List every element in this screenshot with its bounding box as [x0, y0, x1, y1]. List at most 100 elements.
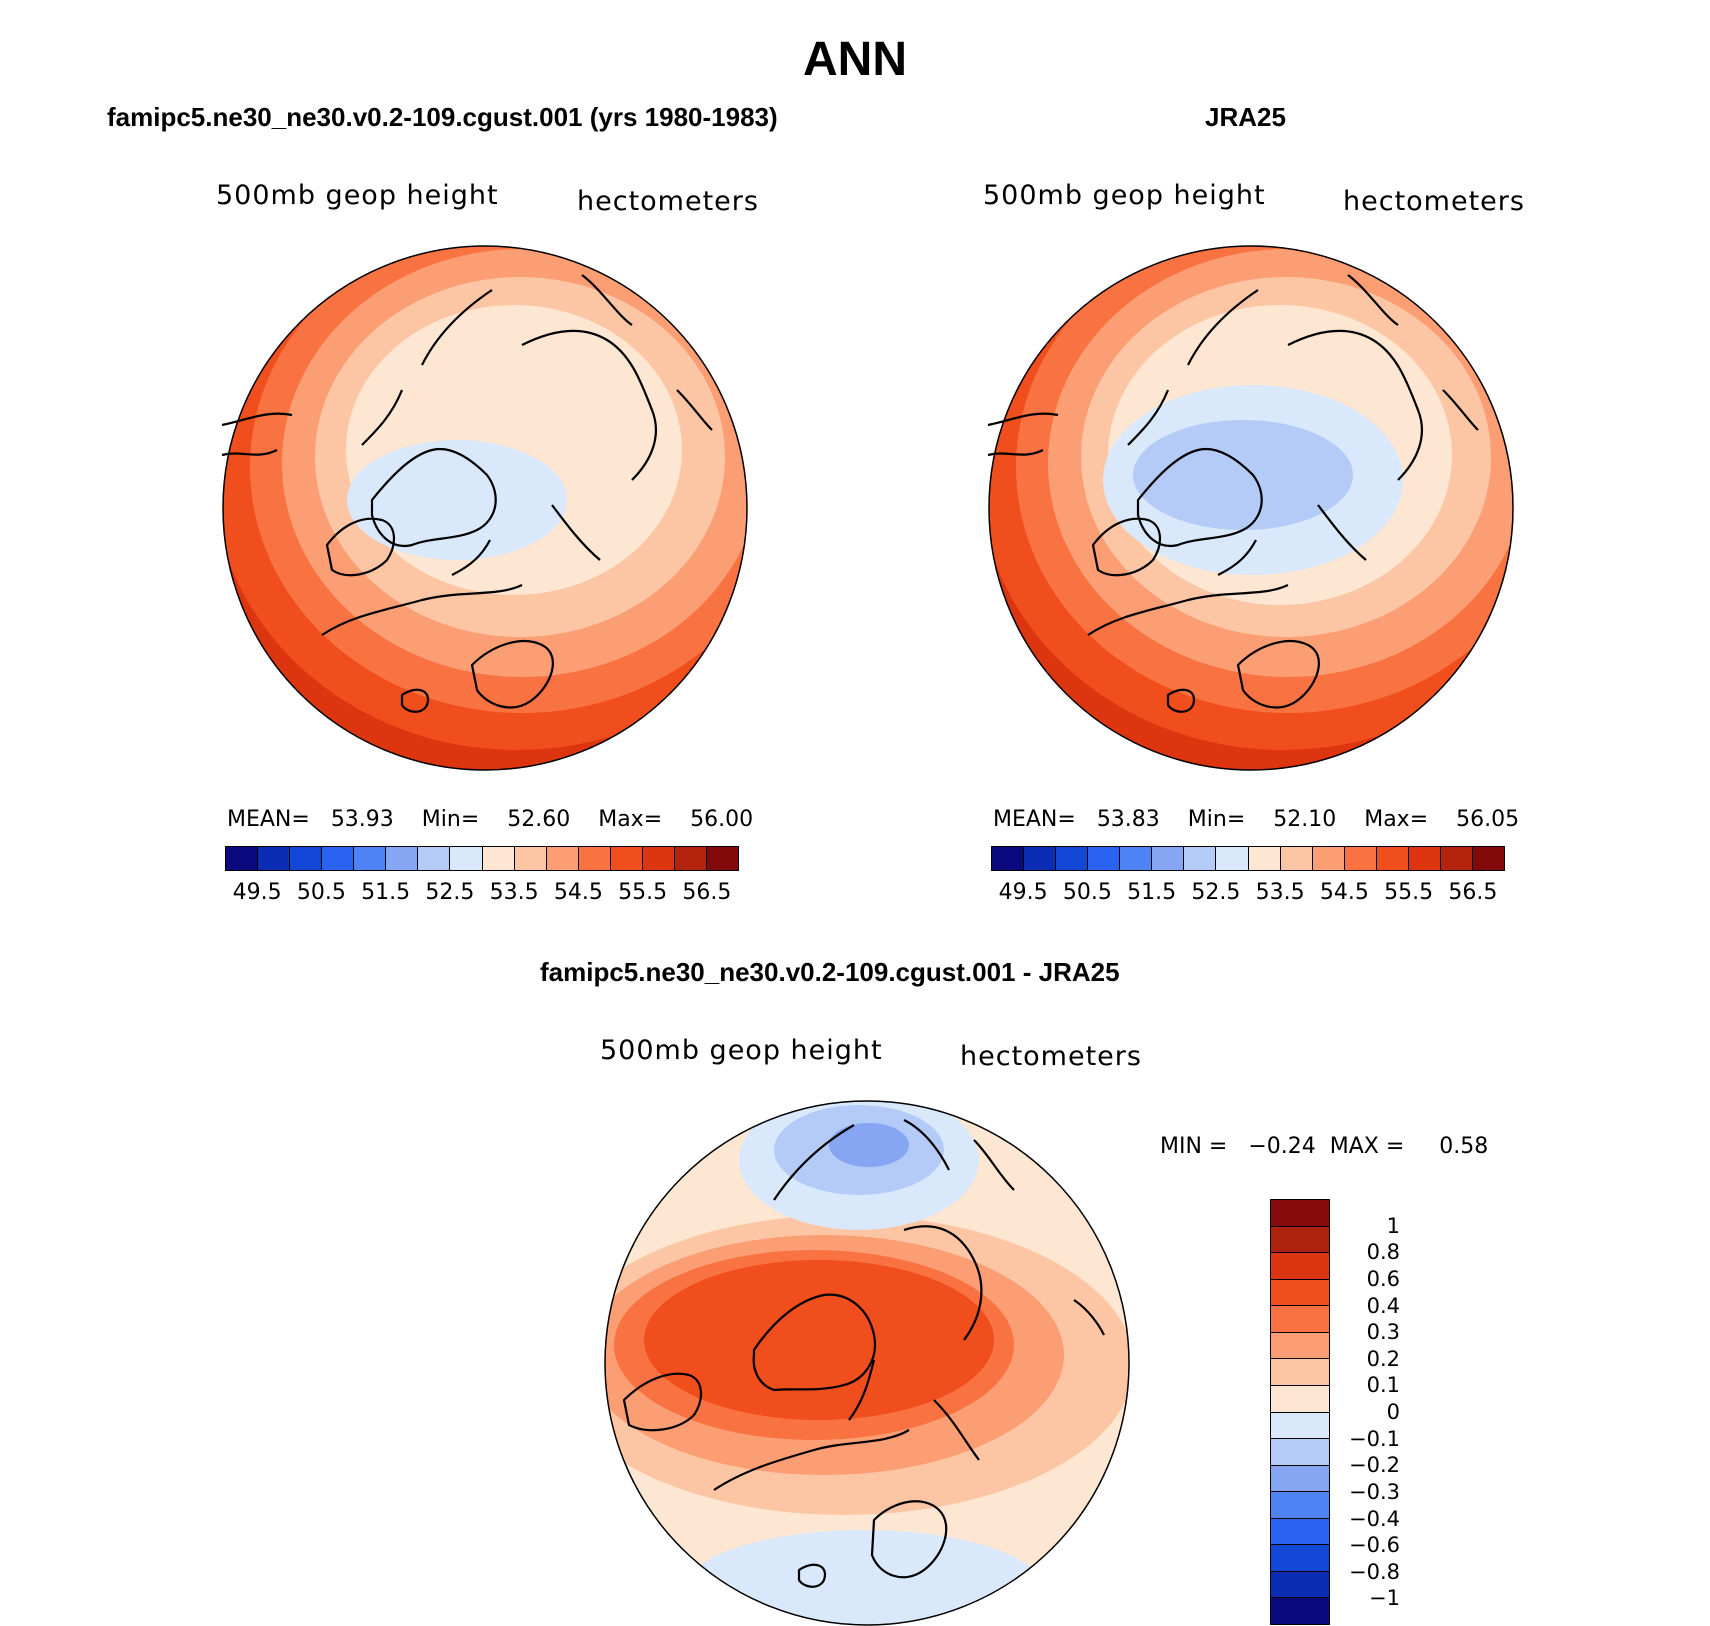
- panel-3-units: hectometers: [960, 1041, 1142, 1072]
- colorbar-tick-label: 56.5: [1448, 880, 1498, 905]
- colorbar-swatch: [1271, 1465, 1329, 1493]
- colorbar-swatch: [1271, 1279, 1329, 1307]
- colorbar-swatch: [1440, 847, 1473, 870]
- colorbar-tick-label: 56.5: [682, 880, 732, 905]
- panel-2-stats: MEAN= 53.83 Min= 52.10 Max= 56.05: [993, 807, 1519, 832]
- colorbar-tick-label: 54.5: [1319, 880, 1369, 905]
- colorbar-tick-label: 0: [1386, 1400, 1400, 1424]
- panel-1-max-value: 56.00: [690, 807, 754, 832]
- colorbar-tick-label: 53.5: [489, 880, 539, 905]
- panel-1-variable: 500mb geop height: [216, 180, 499, 211]
- panel-3-colorbar: [1270, 1199, 1330, 1625]
- colorbar-swatch: [1271, 1200, 1329, 1227]
- panel-3-title: famipc5.ne30_ne30.v0.2-109.cgust.001 - J…: [540, 957, 1120, 987]
- colorbar-swatch: [546, 847, 579, 870]
- panel-2-colorbar: [991, 846, 1505, 871]
- colorbar-tick-label: −1: [1369, 1586, 1400, 1611]
- main-title: ANN: [803, 33, 907, 86]
- colorbar-swatch: [258, 847, 291, 870]
- colorbar-swatch: [1376, 847, 1409, 870]
- colorbar-swatch: [1120, 847, 1153, 870]
- panel-3-colorbar-labels: 1 0.8 0.6 0.4 0.3 0.2 0.1 0 −0.1 −0.2 −0.3 −0.4 −0.6…: [1340, 1199, 1400, 1625]
- panel-2-units: hectometers: [1343, 186, 1525, 217]
- colorbar-swatch: [1271, 1598, 1329, 1624]
- colorbar-swatch: [1280, 847, 1313, 870]
- colorbar-swatch: [290, 847, 323, 870]
- colorbar-tick-label: 0.4: [1366, 1293, 1400, 1318]
- colorbar-swatch: [1271, 1518, 1329, 1546]
- panel-2-mean-label: MEAN=: [993, 807, 1076, 832]
- colorbar-tick-label: 0.1: [1366, 1373, 1400, 1398]
- colorbar-tick-label: −0.1: [1349, 1426, 1400, 1451]
- colorbar-tick-label: 1: [1386, 1213, 1400, 1238]
- panel-1-mean-value: 53.93: [330, 807, 394, 832]
- panel-2-polar-map: [987, 245, 1514, 771]
- panel-2-min-label: Min=: [1187, 807, 1246, 832]
- colorbar-swatch: [992, 847, 1025, 870]
- colorbar-tick-label: 49.5: [232, 880, 282, 905]
- panel-3-max-value: 0.58: [1439, 1134, 1489, 1159]
- panel-2-max-label: Max=: [1364, 807, 1429, 832]
- colorbar-tick-label: −0.4: [1349, 1506, 1400, 1531]
- colorbar-swatch: [1472, 847, 1504, 870]
- colorbar-tick-label: 49.5: [998, 880, 1048, 905]
- colorbar-tick-label: 52.5: [425, 880, 475, 905]
- colorbar-tick-label: 51.5: [361, 880, 411, 905]
- colorbar-swatch: [450, 847, 483, 870]
- colorbar-swatch: [1312, 847, 1345, 870]
- colorbar-swatch: [1271, 1226, 1329, 1254]
- colorbar-tick-label: 51.5: [1127, 880, 1177, 905]
- colorbar-swatch: [386, 847, 419, 870]
- colorbar-tick-label: −0.8: [1349, 1559, 1400, 1584]
- colorbar-tick-label: 52.5: [1191, 880, 1241, 905]
- panel-3-max-label: MAX =: [1329, 1134, 1405, 1159]
- panel-1-colorbar-labels: 49.5 50.5 51.5 52.5 53.5 54.5 55.5 56.5: [225, 880, 739, 910]
- colorbar-tick-label: 0.8: [1366, 1240, 1400, 1265]
- colorbar-swatch: [1271, 1545, 1329, 1572]
- panel-2-variable: 500mb geop height: [983, 180, 1266, 211]
- panel-1-max-label: Max=: [598, 807, 663, 832]
- panel-1-polar-map: [221, 245, 748, 771]
- colorbar-swatch: [418, 847, 451, 870]
- panel-3-stats: MIN = −0.24 MAX = 0.58: [1160, 1134, 1488, 1159]
- colorbar-swatch: [482, 847, 515, 870]
- panel-3-polar-map: [604, 1100, 1130, 1626]
- colorbar-swatch: [706, 847, 738, 870]
- colorbar-tick-label: 50.5: [296, 880, 346, 905]
- panel-3-variable: 500mb geop height: [600, 1035, 883, 1066]
- colorbar-swatch: [514, 847, 547, 870]
- colorbar-swatch: [1271, 1571, 1329, 1599]
- colorbar-swatch: [1024, 847, 1057, 870]
- colorbar-swatch: [1271, 1439, 1329, 1466]
- colorbar-swatch: [1344, 847, 1377, 870]
- colorbar-swatch: [1271, 1332, 1329, 1360]
- colorbar-swatch: [1271, 1492, 1329, 1519]
- colorbar-swatch: [1056, 847, 1089, 870]
- colorbar-tick-label: −0.3: [1349, 1479, 1400, 1504]
- colorbar-swatch: [322, 847, 355, 870]
- colorbar-swatch: [610, 847, 643, 870]
- panel-2-colorbar-labels: 49.5 50.5 51.5 52.5 53.5 54.5 55.5 56.5: [991, 880, 1505, 910]
- colorbar-swatch: [1152, 847, 1185, 870]
- colorbar-swatch: [642, 847, 675, 870]
- panel-1-title: famipc5.ne30_ne30.v0.2-109.cgust.001 (yr…: [107, 102, 778, 132]
- colorbar-swatch: [1248, 847, 1281, 870]
- colorbar-tick-label: 54.5: [553, 880, 603, 905]
- colorbar-swatch: [1271, 1359, 1329, 1386]
- colorbar-swatch: [1271, 1306, 1329, 1333]
- colorbar-tick-label: 50.5: [1062, 880, 1112, 905]
- colorbar-swatch: [1271, 1253, 1329, 1280]
- colorbar-swatch: [226, 847, 259, 870]
- colorbar-swatch: [1408, 847, 1441, 870]
- colorbar-tick-label: 0.6: [1366, 1266, 1400, 1291]
- panel-3-min-label: MIN =: [1160, 1134, 1228, 1159]
- colorbar-swatch: [674, 847, 707, 870]
- colorbar-tick-label: 55.5: [618, 880, 668, 905]
- colorbar-tick-label: 55.5: [1384, 880, 1434, 905]
- panel-2-title: JRA25: [1205, 102, 1286, 132]
- panel-2-max-value: 56.05: [1456, 807, 1520, 832]
- colorbar-swatch: [1184, 847, 1217, 870]
- panel-1-min-value: 52.60: [507, 807, 571, 832]
- colorbar-swatch: [354, 847, 387, 870]
- colorbar-tick-label: 53.5: [1255, 880, 1305, 905]
